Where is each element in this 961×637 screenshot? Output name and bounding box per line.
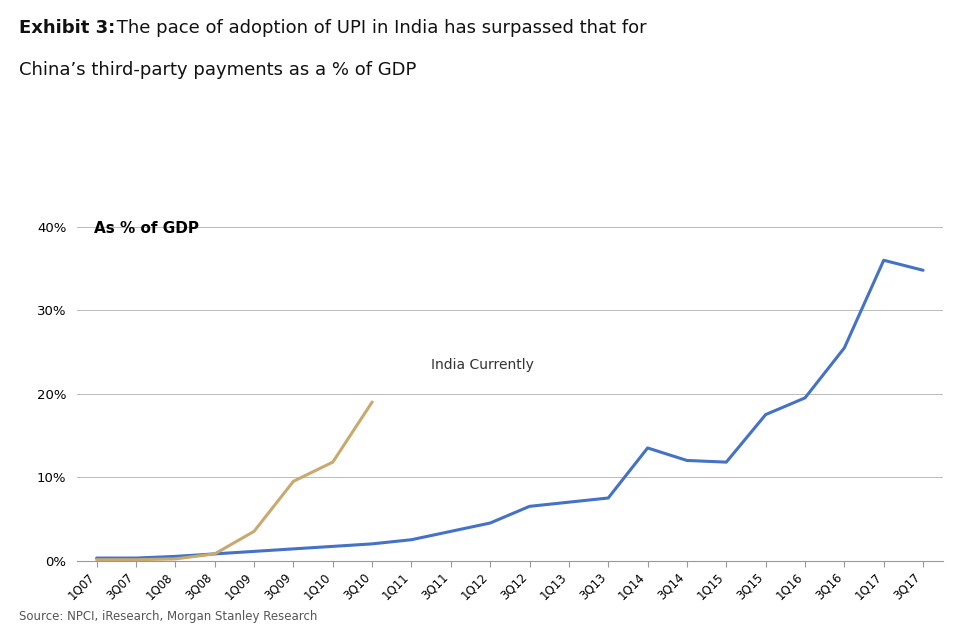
Text: India Currently: India Currently	[431, 357, 533, 371]
Text: As % of GDP: As % of GDP	[94, 221, 199, 236]
Text: The pace of adoption of UPI in India has surpassed that for: The pace of adoption of UPI in India has…	[111, 19, 646, 37]
Text: China’s third-party payments as a % of GDP: China’s third-party payments as a % of G…	[19, 61, 416, 78]
Text: Exhibit 3:: Exhibit 3:	[19, 19, 115, 37]
Text: Source: NPCI, iResearch, Morgan Stanley Research: Source: NPCI, iResearch, Morgan Stanley …	[19, 610, 317, 623]
